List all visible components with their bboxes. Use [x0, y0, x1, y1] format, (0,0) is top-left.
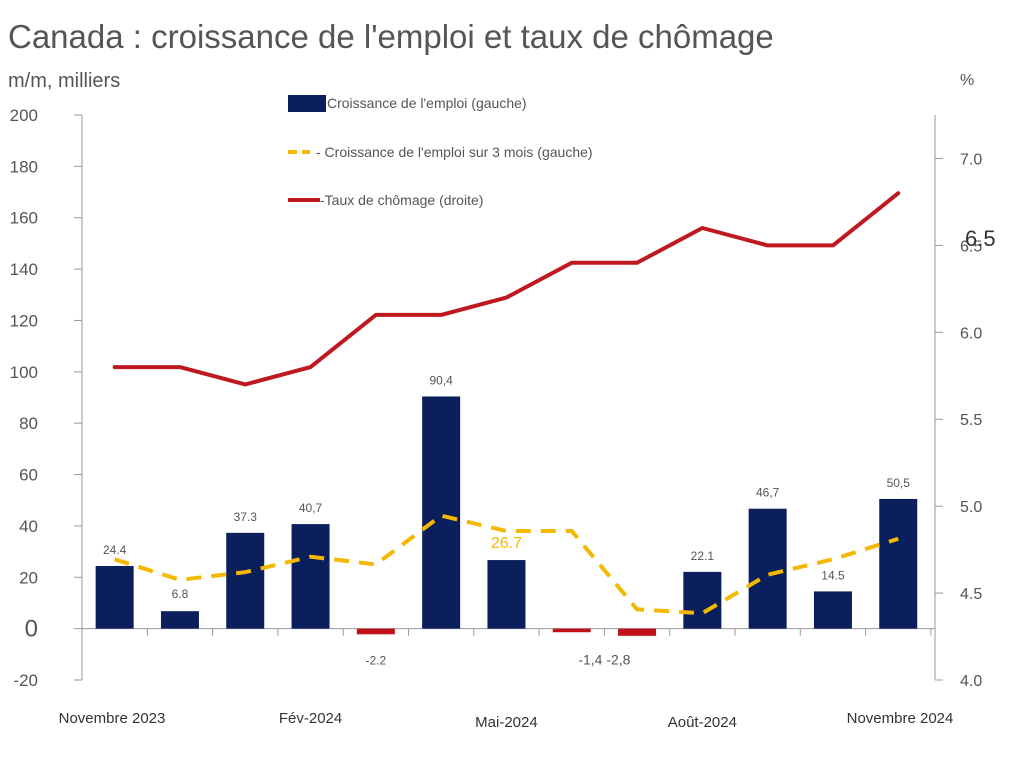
- left-axis-tick-label: 100: [10, 363, 38, 382]
- bar-Oct-2024: [813, 591, 852, 629]
- left-axis-tick-label: 140: [10, 260, 38, 279]
- x-axis-tick-label: Fév-2024: [279, 710, 342, 727]
- unemployment-rate-line: [112, 191, 901, 387]
- left-axis-tick-label: 80: [19, 414, 38, 433]
- left-axis-tick-label: 160: [10, 209, 38, 228]
- left-axis-tick-label: 20: [19, 568, 38, 587]
- bar-Déc-2023: [160, 611, 199, 629]
- bar-data-label: 6.8: [172, 587, 189, 601]
- bar-Nov-2024: [879, 498, 918, 629]
- left-axis-tick-label: 40: [19, 517, 38, 536]
- bar-Mar-2024: [356, 628, 395, 635]
- bar-Fév-2024: [291, 524, 330, 629]
- bar-Mai-2024: [487, 560, 526, 629]
- bar-Nov-2023: [95, 565, 134, 629]
- left-axis-tick-label: 60: [19, 466, 38, 485]
- left-axis-unit-label: m/m, milliers: [8, 70, 121, 92]
- bar-data-label: 50,5: [887, 476, 911, 490]
- bar-Juin-2024: [552, 628, 591, 633]
- x-axis-tick-label: Août-2024: [668, 714, 737, 731]
- bar-Sept-2024: [748, 508, 787, 629]
- right-axis-tick-label: 7.0: [960, 151, 982, 168]
- legend-label: Croissance de l'emploi (gauche): [327, 95, 527, 111]
- bar-data-label: -1,4 -2,8: [578, 652, 630, 668]
- annotation-label: 6.5: [965, 226, 996, 251]
- bar-data-label: 90,4: [429, 373, 453, 387]
- right-axis-tick-label: 6.5: [960, 238, 982, 255]
- right-axis-tick-label: 6.0: [960, 325, 982, 342]
- left-axis-tick-label: 120: [10, 311, 38, 330]
- x-axis-tick-label: Mai-2024: [475, 714, 538, 731]
- right-axis-tick-label: 4.0: [960, 673, 982, 690]
- bar-data-label: 14.5: [821, 568, 845, 582]
- legend-label: -Taux de chômage (droite): [320, 192, 483, 208]
- bar-data-label: -2.2: [366, 654, 387, 668]
- left-axis-tick-label: 0: [25, 616, 38, 643]
- x-axis-tick-label: Novembre 2023: [59, 710, 166, 727]
- bar-Avr-2024: [422, 396, 461, 629]
- bar-Jan-2024: [226, 532, 265, 629]
- legend-label: - Croissance de l'emploi sur 3 mois (gau…: [316, 144, 593, 160]
- bar-data-label: 40,7: [299, 501, 323, 515]
- bar-Août-2024: [683, 571, 722, 629]
- x-axis-tick-label: Novembre 2024: [847, 710, 954, 727]
- bar-data-label: 24.4: [103, 543, 127, 557]
- bar-data-label: 26.7: [491, 535, 522, 552]
- bar-Juil-2024: [618, 628, 657, 636]
- bar-data-label: 22.1: [691, 549, 715, 563]
- bar-data-label: 37.3: [234, 510, 258, 524]
- three-month-growth-line: [114, 513, 899, 616]
- left-axis-tick-label: 180: [10, 157, 38, 176]
- chart-title: Canada : croissance de l'emploi et taux …: [8, 18, 774, 55]
- right-axis-tick-label: 5.5: [960, 412, 982, 429]
- left-axis-tick-label: 200: [10, 106, 38, 125]
- right-axis-tick-label: 4.5: [960, 586, 982, 603]
- right-axis-tick-label: 5.0: [960, 499, 982, 516]
- right-axis-unit-label: %: [960, 72, 975, 89]
- legend-swatch-bar: [288, 95, 326, 112]
- bar-data-label: 46,7: [756, 486, 780, 500]
- left-axis-tick-label: -20: [13, 671, 38, 690]
